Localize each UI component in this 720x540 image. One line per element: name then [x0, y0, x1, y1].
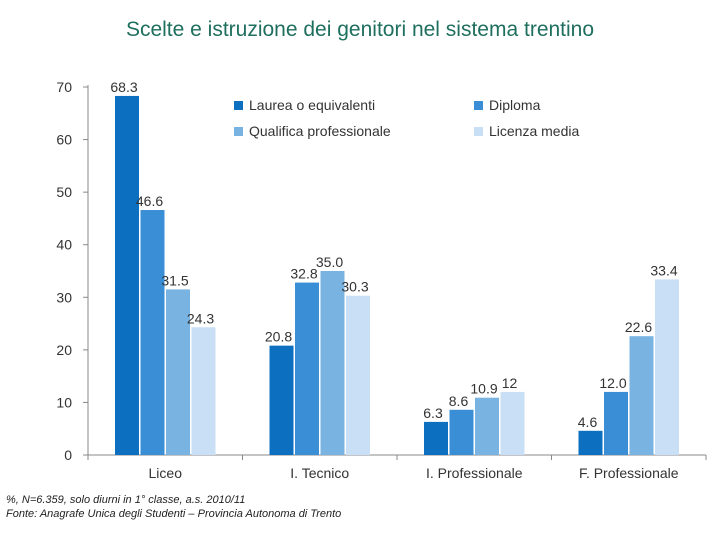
bar — [140, 210, 165, 455]
legend-item: Qualifica professionale — [234, 123, 391, 139]
bars — [115, 95, 679, 456]
x-tick-label: Liceo — [149, 465, 183, 481]
bar — [320, 271, 345, 455]
legend-item: Diploma — [474, 97, 540, 113]
y-tick-label: 20 — [56, 342, 72, 358]
legend-label: Qualifica professionale — [249, 123, 391, 139]
data-label: 24.3 — [187, 310, 214, 326]
bar — [424, 421, 448, 455]
bar — [655, 279, 679, 455]
data-label: 8.6 — [449, 393, 469, 409]
y-tick-label: 0 — [64, 447, 72, 463]
y-tick-label: 70 — [56, 79, 72, 95]
bar — [449, 409, 474, 455]
bar — [295, 282, 319, 455]
data-label: 35.0 — [316, 254, 343, 270]
bar — [191, 327, 216, 455]
bar — [346, 295, 370, 455]
x-tick-label: F. Professionale — [579, 465, 679, 481]
legend-label: Laurea o equivalenti — [249, 97, 376, 113]
bar — [166, 289, 190, 455]
axes: 0 10 20 30 40 50 60 70 Liceo I. Tecnico I. Profess… — [56, 79, 707, 481]
legend-item: Licenza media — [474, 123, 579, 139]
legend-swatch — [234, 126, 243, 136]
footnote-sample: %, N=6.359, solo diurni in 1° classe, a.… — [6, 494, 246, 506]
data-label: 12 — [502, 375, 518, 391]
data-label: 33.4 — [650, 262, 677, 278]
bar — [475, 397, 499, 455]
data-label: 12.0 — [599, 375, 626, 391]
legend-swatch — [234, 100, 243, 110]
bar — [629, 336, 654, 455]
x-tick-label: I. Professionale — [426, 465, 523, 481]
footnote: %, N=6.359, solo diurni in 1° classe, a.… — [6, 493, 341, 521]
legend-label: Licenza media — [489, 123, 580, 139]
data-label: 22.6 — [625, 319, 652, 335]
bar — [604, 391, 628, 455]
data-label: 32.8 — [290, 266, 317, 282]
y-tick-label: 30 — [56, 289, 72, 305]
legend-swatch — [474, 126, 483, 136]
data-label: 46.6 — [136, 193, 163, 209]
chart-title: Scelte e istruzione dei genitori nel sis… — [125, 18, 595, 41]
legend-label: Diploma — [489, 97, 541, 113]
data-label: 30.3 — [341, 279, 368, 295]
y-tick-label: 50 — [56, 184, 72, 200]
data-label: 20.8 — [265, 329, 292, 345]
bar — [500, 391, 525, 455]
data-label: 4.6 — [578, 414, 598, 430]
legend-swatch — [474, 100, 483, 110]
bar — [269, 345, 294, 455]
footnote-source: Fonte: Anagrafe Unica degli Studenti – P… — [6, 508, 342, 520]
bar — [578, 430, 603, 455]
y-tick-label: 10 — [56, 394, 72, 410]
x-tick-label: I. Tecnico — [290, 465, 349, 481]
legend: Laurea o equivalenti Diploma Qualifica pro… — [234, 97, 634, 147]
data-label: 6.3 — [423, 405, 443, 421]
legend-item: Laurea o equivalenti — [234, 97, 375, 113]
data-labels: 68.3 20.8 6.3 4.6 46.6 32.8 8.6 12.0 31.5 35.0 10.… — [110, 79, 677, 430]
data-label: 31.5 — [161, 272, 188, 288]
bar — [115, 95, 139, 456]
data-label: 10.9 — [470, 381, 497, 397]
y-tick-label: 40 — [56, 237, 72, 253]
data-label: 68.3 — [110, 79, 137, 95]
y-tick-label: 60 — [56, 132, 72, 148]
